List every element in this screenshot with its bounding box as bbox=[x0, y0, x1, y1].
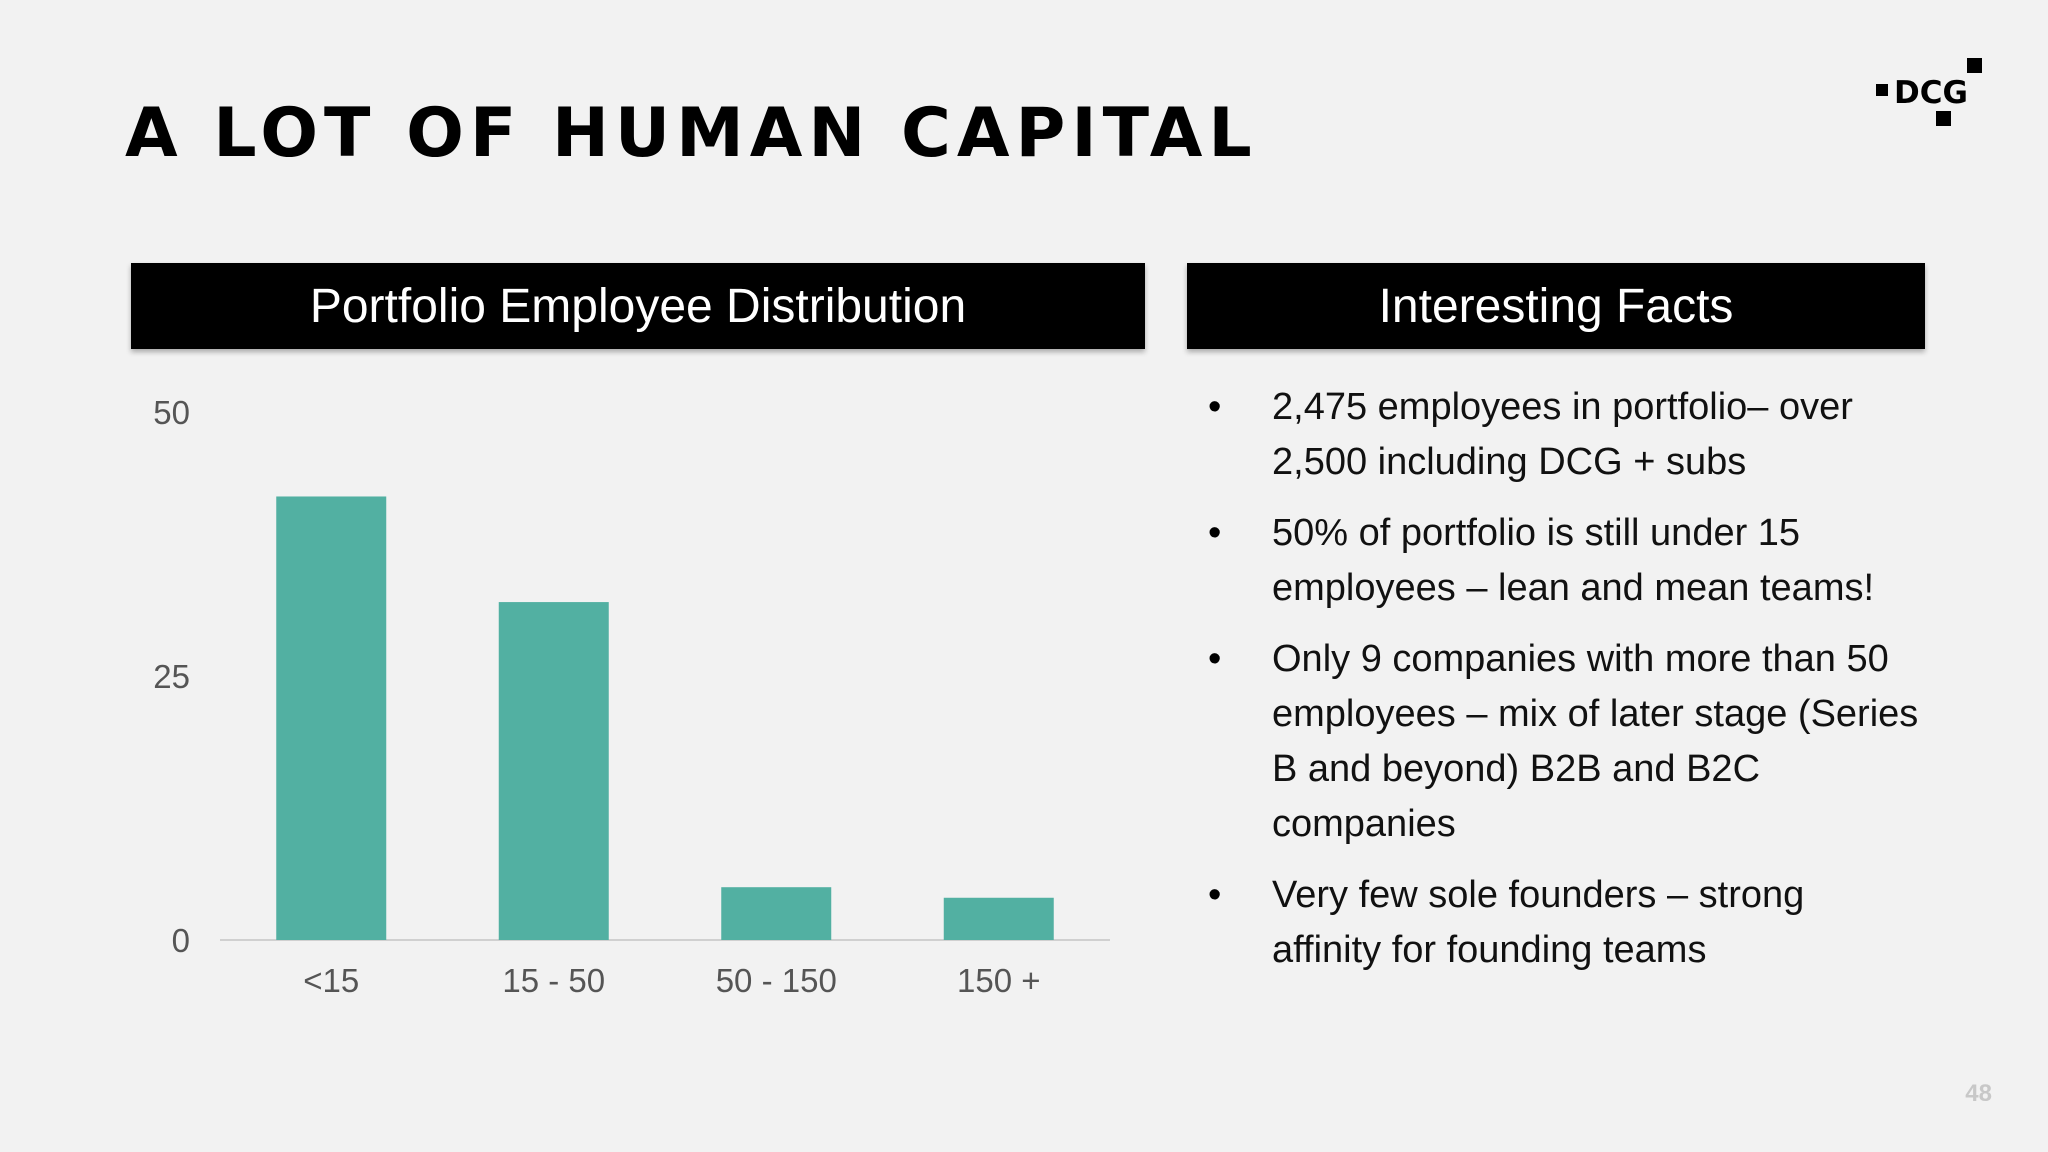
bullet: • bbox=[1208, 386, 1222, 428]
bar bbox=[721, 887, 832, 940]
fact-text: Very few sole founders – strong affinity… bbox=[1272, 874, 1805, 971]
bullet: • bbox=[1208, 874, 1222, 916]
bar bbox=[498, 602, 609, 940]
y-tick-label: 50 bbox=[153, 394, 190, 431]
page-number: 48 bbox=[1965, 1080, 1992, 1107]
logo-square-bottom bbox=[1936, 111, 1951, 126]
facts-list: • 2,475 employees in portfolio– over 2,5… bbox=[1200, 380, 1920, 994]
bar bbox=[943, 897, 1054, 940]
logo-square-left bbox=[1876, 84, 1888, 96]
fact-text: 2,475 employees in portfolio– over 2,500… bbox=[1272, 386, 1853, 483]
x-tick-label: 15 - 50 bbox=[502, 962, 605, 999]
y-tick-label: 25 bbox=[153, 658, 190, 695]
facts-header: Interesting Facts bbox=[1187, 263, 1925, 349]
x-tick-label: <15 bbox=[303, 962, 359, 999]
fact-item: • Very few sole founders – strong affini… bbox=[1200, 868, 1920, 978]
bullet: • bbox=[1208, 638, 1222, 680]
bar bbox=[276, 496, 387, 940]
y-tick-label: 0 bbox=[172, 922, 190, 959]
x-tick-label: 50 - 150 bbox=[716, 962, 837, 999]
logo-text: DCG bbox=[1894, 75, 1968, 111]
fact-item: • 50% of portfolio is still under 15 emp… bbox=[1200, 506, 1920, 616]
slide-title: A LOT OF HUMAN CAPITAL bbox=[125, 94, 1258, 173]
fact-text: 50% of portfolio is still under 15 emplo… bbox=[1272, 512, 1875, 609]
fact-item: • Only 9 companies with more than 50 emp… bbox=[1200, 632, 1920, 852]
fact-text: Only 9 companies with more than 50 emplo… bbox=[1272, 638, 1919, 845]
dcg-logo: DCG bbox=[1876, 58, 1982, 126]
logo-square-top bbox=[1967, 58, 1982, 73]
bullet: • bbox=[1208, 512, 1222, 554]
x-tick-label: 150 + bbox=[957, 962, 1041, 999]
chart-header: Portfolio Employee Distribution bbox=[131, 263, 1145, 349]
fact-item: • 2,475 employees in portfolio– over 2,5… bbox=[1200, 380, 1920, 490]
